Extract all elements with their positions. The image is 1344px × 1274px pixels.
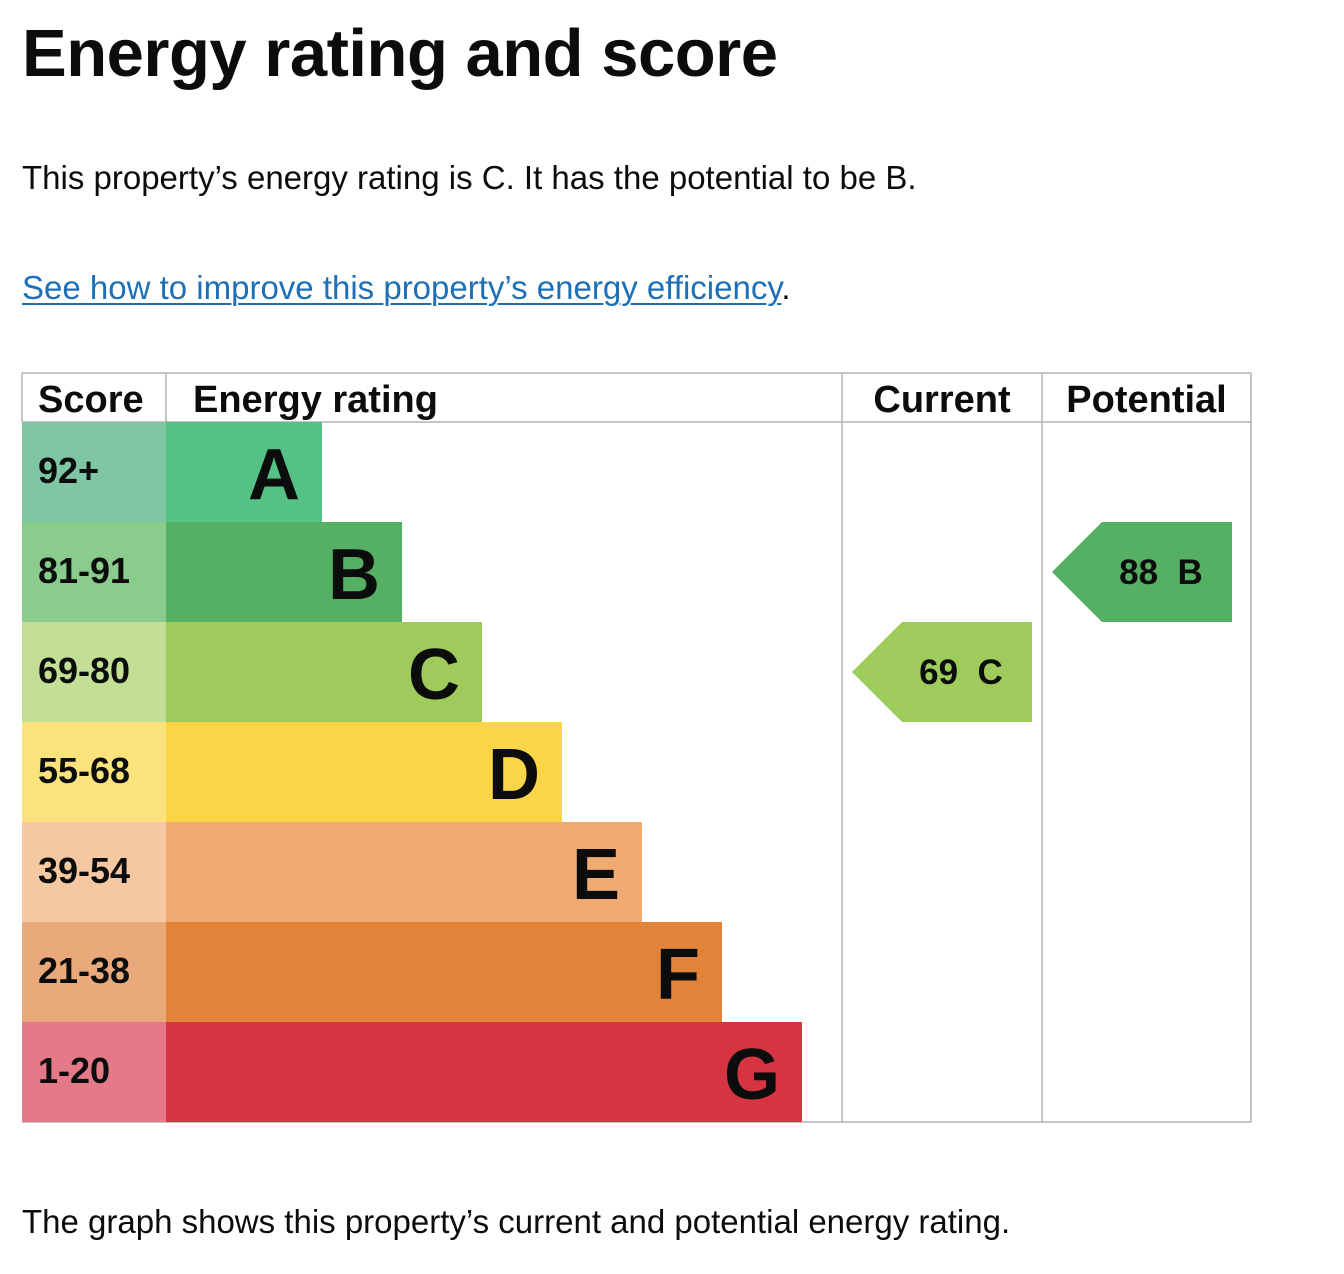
- score-label-f: 21-38: [38, 950, 130, 991]
- score-cell-f: [22, 922, 166, 1022]
- rating-letter-e: E: [572, 835, 620, 915]
- rating-bar-b: [166, 522, 402, 622]
- rating-letter-f: F: [656, 935, 700, 1015]
- current-rating-arrow: [852, 622, 1032, 722]
- rating-letter-b: B: [328, 535, 380, 615]
- rating-bar-c: [166, 622, 482, 722]
- score-label-a: 92+: [38, 450, 99, 491]
- score-label-g: 1-20: [38, 1050, 110, 1091]
- score-label-b: 81-91: [38, 550, 130, 591]
- improve-link-line: See how to improve this property’s energ…: [22, 268, 791, 308]
- score-cell-g: [22, 1022, 166, 1122]
- improve-efficiency-link[interactable]: See how to improve this property’s energ…: [22, 269, 782, 306]
- rating-letter-g: G: [724, 1035, 780, 1115]
- potential-rating-label: 88 B: [1119, 553, 1203, 592]
- rating-bar-d: [166, 722, 562, 822]
- page-title: Energy rating and score: [22, 16, 778, 91]
- score-cell-e: [22, 822, 166, 922]
- rating-bar-f: [166, 922, 722, 1022]
- rating-letter-d: D: [488, 735, 540, 815]
- score-cell-b: [22, 522, 166, 622]
- rating-letter-c: C: [408, 635, 460, 715]
- graph-caption: The graph shows this property’s current …: [22, 1203, 1011, 1240]
- rating-bar-g: [166, 1022, 802, 1122]
- score-cell-c: [22, 622, 166, 722]
- score-label-d: 55-68: [38, 750, 130, 791]
- potential-rating-arrow: [1052, 522, 1232, 622]
- rating-letter-a: A: [248, 435, 300, 515]
- score-cell-a: [22, 422, 166, 522]
- score-label-e: 39-54: [38, 850, 130, 891]
- header-current: Current: [873, 379, 1011, 421]
- current-rating-label: 69 C: [919, 653, 1003, 692]
- score-cell-d: [22, 722, 166, 822]
- header-score: Score: [38, 379, 144, 421]
- rating-bar-e: [166, 822, 642, 922]
- header-energy-rating: Energy rating: [193, 379, 438, 421]
- rating-summary: This property’s energy rating is C. It h…: [22, 159, 917, 196]
- rating-bar-a: [166, 422, 322, 522]
- improve-link-suffix: .: [781, 269, 791, 306]
- header-potential: Potential: [1066, 379, 1226, 421]
- score-label-c: 69-80: [38, 650, 130, 691]
